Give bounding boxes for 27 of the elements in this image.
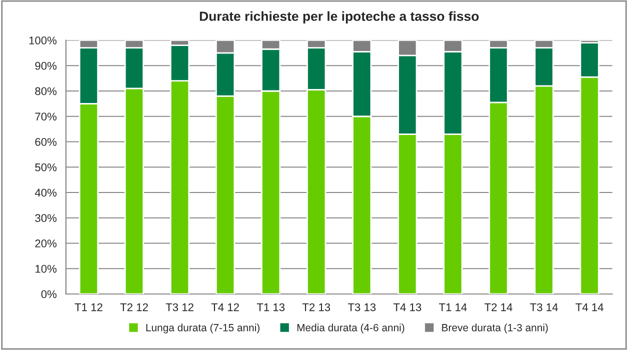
x-tick-label: T4 12	[211, 303, 239, 312]
y-tick-label: 60%	[35, 138, 57, 146]
y-tick-label: 30%	[35, 214, 57, 222]
y-tick-label: 100%	[29, 36, 57, 44]
y-tick-label: 50%	[35, 163, 57, 172]
x-tick-label: T3 14	[530, 303, 558, 312]
chart-title: Durate richieste per le ipoteche a tasso fisso	[200, 11, 479, 24]
y-tick-label: 20%	[35, 240, 57, 248]
legend-label: Lunga durata (7-15 anni)	[146, 324, 260, 334]
y-tick-label: 40%	[34, 188, 57, 197]
y-tick-label: 80%	[35, 87, 57, 96]
x-tick-label: T2 14	[484, 303, 512, 312]
x-tick-label: T3 12	[166, 303, 194, 312]
legend-label: Breve durata (1-3 anni)	[442, 324, 548, 334]
x-tick-label: T3 13	[348, 303, 376, 312]
x-tick-label: T2 12	[120, 303, 148, 312]
x-tick-label: T1 13	[256, 303, 285, 312]
x-tick-label: T4 14	[576, 303, 604, 312]
x-tick-label: T2 13	[302, 303, 330, 312]
x-tick-label: T4 13	[393, 303, 422, 312]
y-tick-label: 0%	[41, 290, 57, 298]
y-tick-label: 10%	[36, 264, 57, 273]
x-tick-label: T1 12	[74, 303, 102, 312]
y-tick-label: 90%	[35, 62, 57, 70]
x-tick-label: T1 14	[438, 303, 467, 312]
legend-label: Media durata (4-6 anni)	[297, 324, 404, 334]
y-tick-label: 70%	[35, 112, 57, 121]
